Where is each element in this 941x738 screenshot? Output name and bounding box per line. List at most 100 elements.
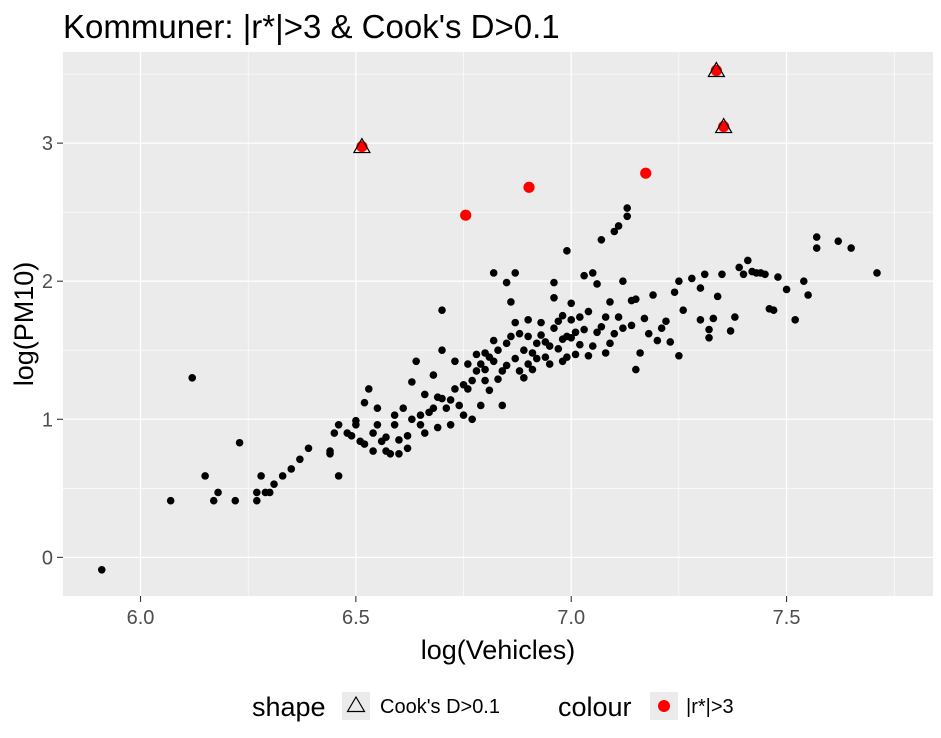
data-point bbox=[494, 375, 502, 384]
y-axis-title: log(PM10) bbox=[9, 262, 39, 387]
data-point bbox=[438, 394, 446, 403]
data-point bbox=[442, 404, 451, 413]
data-point bbox=[597, 235, 606, 244]
data-point bbox=[326, 449, 334, 458]
data-point bbox=[369, 447, 377, 455]
cooks-d-markers bbox=[352, 61, 733, 154]
data-point bbox=[382, 433, 390, 442]
data-point bbox=[614, 313, 623, 321]
data-point bbox=[507, 298, 515, 306]
chart-title: Kommuner: |r*|>3 & Cook's D>0.1 bbox=[63, 8, 560, 45]
data-point bbox=[416, 411, 425, 419]
data-point bbox=[554, 345, 563, 353]
data-point bbox=[515, 329, 524, 338]
data-point bbox=[606, 298, 614, 306]
y-tick-label: 1 bbox=[42, 409, 53, 431]
data-point bbox=[253, 496, 261, 505]
data-point bbox=[472, 350, 481, 359]
data-point bbox=[593, 328, 601, 337]
data-point bbox=[545, 360, 554, 368]
y-axis: 0 1 2 3 bbox=[42, 133, 63, 569]
data-point bbox=[416, 420, 425, 429]
triangle-icon bbox=[346, 695, 366, 713]
data-point bbox=[550, 293, 558, 302]
data-point bbox=[403, 432, 412, 440]
data-point bbox=[334, 472, 343, 480]
data-point bbox=[511, 354, 520, 363]
data-point bbox=[576, 313, 584, 321]
data-point bbox=[451, 385, 459, 393]
data-point bbox=[270, 480, 278, 488]
data-point bbox=[209, 496, 218, 505]
data-point bbox=[731, 313, 739, 321]
data-point bbox=[610, 329, 619, 338]
data-point bbox=[688, 274, 696, 283]
data-point bbox=[623, 204, 632, 212]
data-point bbox=[408, 378, 416, 386]
data-point bbox=[304, 444, 313, 453]
data-point bbox=[360, 398, 369, 407]
y-tick-label: 3 bbox=[42, 133, 53, 155]
data-point bbox=[399, 404, 408, 413]
data-points bbox=[97, 204, 881, 574]
plot-panel bbox=[63, 52, 933, 596]
data-point bbox=[502, 339, 511, 348]
data-point bbox=[489, 269, 498, 277]
residual-outlier-point bbox=[523, 181, 535, 193]
data-point bbox=[584, 307, 593, 316]
cooks-d-triangle bbox=[714, 117, 733, 134]
data-point bbox=[515, 367, 524, 375]
data-point bbox=[726, 327, 735, 335]
data-point bbox=[524, 360, 532, 368]
data-point bbox=[403, 444, 412, 453]
data-point bbox=[468, 415, 476, 424]
data-point bbox=[675, 351, 683, 360]
data-point bbox=[373, 404, 382, 413]
data-point bbox=[390, 420, 399, 429]
data-point bbox=[481, 365, 489, 374]
data-point bbox=[476, 360, 485, 368]
data-point bbox=[235, 438, 244, 447]
data-point bbox=[459, 411, 468, 419]
data-point bbox=[761, 270, 769, 279]
data-point bbox=[97, 565, 106, 574]
data-point bbox=[670, 288, 679, 297]
data-point bbox=[502, 361, 511, 370]
data-point bbox=[812, 244, 821, 252]
data-point bbox=[834, 237, 843, 245]
data-point bbox=[489, 357, 498, 366]
data-point bbox=[485, 386, 494, 395]
data-point bbox=[580, 325, 588, 334]
data-point bbox=[438, 306, 446, 314]
data-point bbox=[774, 273, 782, 281]
data-point bbox=[188, 374, 197, 382]
data-point bbox=[696, 284, 705, 292]
data-point bbox=[799, 277, 808, 285]
data-point bbox=[528, 349, 537, 357]
data-point bbox=[588, 269, 597, 277]
data-point bbox=[782, 285, 791, 294]
data-point bbox=[446, 396, 455, 404]
residual-outlier-point bbox=[460, 209, 472, 221]
data-point bbox=[532, 339, 541, 348]
data-point bbox=[511, 269, 520, 277]
data-point bbox=[679, 306, 687, 314]
data-point bbox=[347, 432, 356, 440]
data-point bbox=[571, 328, 580, 337]
data-point bbox=[718, 270, 726, 279]
data-point bbox=[576, 340, 584, 349]
data-point bbox=[696, 316, 705, 324]
data-point bbox=[455, 401, 464, 410]
data-point bbox=[166, 496, 175, 505]
data-point bbox=[713, 292, 722, 301]
data-point bbox=[550, 278, 558, 287]
data-point bbox=[632, 295, 640, 303]
data-point bbox=[464, 385, 472, 393]
red-dot-icon bbox=[658, 700, 670, 712]
data-point bbox=[395, 449, 403, 458]
data-point bbox=[567, 334, 576, 342]
x-tick-label: 7.5 bbox=[773, 607, 801, 629]
data-point bbox=[446, 420, 455, 429]
data-point bbox=[257, 472, 265, 480]
data-point bbox=[494, 346, 502, 355]
